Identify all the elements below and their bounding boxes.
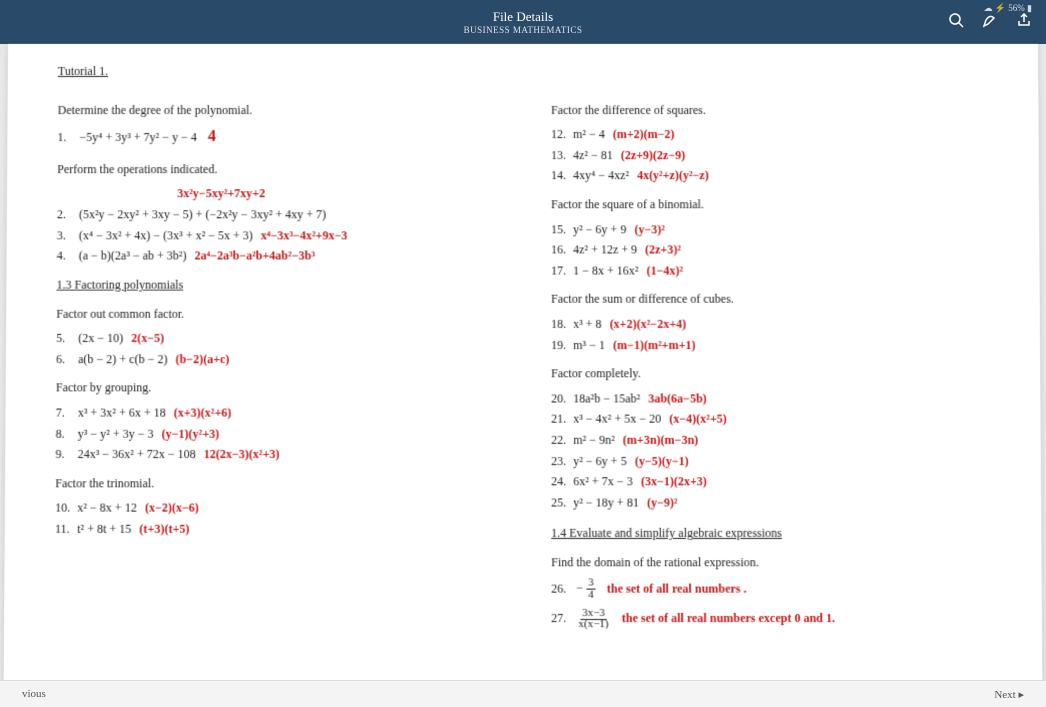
answer-19: (m−1)(m²+m+1) [613,338,695,352]
document-page: Tutorial 1. Determine the degree of the … [4,44,1043,685]
problem-12: 12.m² − 4(m+2)(m−2) [551,125,999,144]
problem-9: 9.24x³ − 36x² + 72x − 10812(2x−3)(x²+3) [55,445,504,464]
problem-2: 2.(5x²y − 2xy² + 3xy − 5) + (−2x²y − 3xy… [57,205,505,224]
pencil-icon[interactable] [982,12,998,32]
answer-8: (y−1)(y²+3) [162,426,220,440]
answer-14: 4x(y²+z)(y²−z) [637,169,709,183]
answer-5: 2(x−5) [131,331,164,345]
problem-4: 4.(a − b)(2a³ − ab + 3b²)2a⁴−2a³b−a²b+4a… [57,247,505,266]
problem-15: 15.y² − 6y + 9(y−3)² [551,220,999,239]
problem-23: 23.y² − 6y + 5(y−5)(y−1) [551,451,1001,470]
grouping-heading: Factor by grouping. [56,379,505,398]
problem-7: 7.x³ + 3x² + 6x + 18(x+3)(x²+6) [56,403,505,422]
answer-24: (3x−1)(2x+3) [641,474,707,488]
share-icon[interactable] [1016,12,1032,32]
answer-23: (y−5)(y−1) [635,453,689,467]
evaluate-heading: 1.4 Evaluate and simplify algebraic expr… [551,524,1001,543]
domain-heading: Find the domain of the rational expressi… [551,553,1001,572]
answer-21: (x−4)(x²+5) [669,412,727,426]
answer-11: (t+3)(t+5) [139,522,189,536]
completely-heading: Factor completely. [551,364,1000,383]
header-actions [948,0,1032,44]
problem-20: 20.18a²b − 15ab²3ab(6a−5b) [551,389,1000,408]
file-title: File Details [464,9,583,25]
answer-16: (2z+3)² [645,243,681,257]
file-subtitle: BUSINESS MATHEMATICS [464,25,583,35]
answer-2: 3x²y−5xy²+7xy+2 [177,184,505,203]
answer-27: the set of all real numbers except 0 and… [622,611,835,625]
previous-button[interactable]: vious [22,688,46,700]
problem-24: 24.6x² + 7x − 3(3x−1)(2x+3) [551,472,1001,491]
problem-22: 22.m² − 9n²(m+3n)(m−3n) [551,431,1000,450]
next-button[interactable]: Next ▸ [994,688,1024,701]
operations-heading: Perform the operations indicated. [57,160,505,179]
problem-16: 16.4z² + 12z + 9(2z+3)² [551,241,999,260]
fraction-27: 3x−3x(x−1) [576,607,610,630]
header-title-block: File Details BUSINESS MATHEMATICS [464,9,583,35]
left-column: Determine the degree of the polynomial. … [54,91,505,633]
problem-13: 13.4z² − 81(2z+9)(2z−9) [551,146,999,165]
app-header: ☁ ⚡ 56% ▮ File Details BUSINESS MATHEMAT… [0,0,1046,44]
problem-1: 1.−5y⁴ + 3y³ + 7y² − y − 4 4 [57,125,505,150]
cubes-heading: Factor the sum or difference of cubes. [551,290,1000,309]
answer-17: (1−4x)² [646,263,683,277]
answer-4: 2a⁴−2a³b−a²b+4ab²−3b³ [195,249,315,263]
problem-21: 21.x³ − 4x² + 5x − 20(x−4)(x²+5) [551,410,1000,429]
answer-3: x⁴−3x³−4x²+9x−3 [261,228,347,242]
fraction-26: 34 [586,578,596,601]
problem-27: 27. 3x−3x(x−1) the set of all real numbe… [551,607,1001,630]
answer-22: (m+3n)(m−3n) [623,433,698,447]
search-icon[interactable] [948,12,964,32]
answer-7: (x+3)(x²+6) [174,405,232,419]
problem-14: 14.4xy⁴ − 4xz²4x(y²+z)(y²−z) [551,167,999,186]
binomial-heading: Factor the square of a binomial. [551,195,999,214]
problem-5: 5.(2x − 10)2(x−5) [56,329,505,348]
answer-18: (x+2)(x²−2x+4) [610,317,686,331]
answer-13: (2z+9)(2z−9) [621,148,685,162]
answer-12: (m+2)(m−2) [613,127,675,141]
answer-10: (x−2)(x−6) [145,501,199,515]
problem-10: 10.x² − 8x + 12(x−2)(x−6) [55,499,505,518]
problem-25: 25.y² − 18y + 81(y−9)² [551,493,1001,512]
answer-15: (y−3)² [634,222,665,236]
problem-6: 6.a(b − 2) + c(b − 2)(b−2)(a+c) [56,350,505,369]
tutorial-title: Tutorial 1. [58,62,998,81]
problem-26: 26. − 34 the set of all real numbers . [551,578,1001,601]
footer-bar: vious Next ▸ [0,680,1046,707]
problem-19: 19.m³ − 1(m−1)(m²+m+1) [551,335,1000,354]
problem-11: 11.t² + 8t + 15(t+3)(t+5) [55,520,505,539]
right-column: Factor the difference of squares. 12.m² … [551,91,1002,633]
problem-17: 17.1 − 8x + 16x²(1−4x)² [551,261,999,280]
problem-3: 3.(x⁴ − 3x² + 4x) − (3x³ + x² − 5x + 3)x… [57,226,505,245]
factoring-heading: 1.3 Factoring polynomials [56,276,504,295]
answer-9: 12(2x−3)(x²+3) [204,447,280,461]
trinomial-heading: Factor the trinomial. [55,474,505,493]
answer-25: (y−9)² [647,495,678,509]
squares-heading: Factor the difference of squares. [551,101,998,120]
problem-18: 18.x³ + 8(x+2)(x²−2x+4) [551,315,1000,334]
problem-8: 8.y³ − y² + 3y − 3(y−1)(y²+3) [56,424,505,443]
answer-1: 4 [208,128,216,145]
answer-20: 3ab(6a−5b) [648,391,706,405]
common-factor-heading: Factor out common factor. [56,304,505,323]
answer-6: (b−2)(a+c) [175,352,229,366]
degree-heading: Determine the degree of the polynomial. [58,101,505,120]
answer-26: the set of all real numbers . [607,581,747,595]
